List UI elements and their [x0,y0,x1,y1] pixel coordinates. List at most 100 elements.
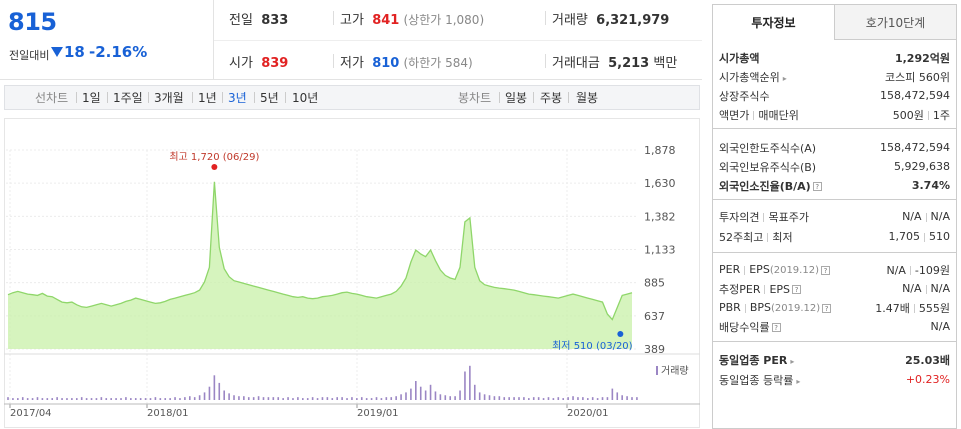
info-row-per: PER EPS(2019.12)? N/A -109원 [719,260,950,279]
divider [744,265,746,275]
volume-bar [469,365,471,400]
volume-bar [85,398,88,400]
volume-bar [380,398,383,400]
volume-bar [532,397,535,400]
volume-bar [429,384,432,400]
period-3y[interactable]: 3년 [228,91,247,105]
volume-bar [449,396,452,400]
info-label: 시가총액 [719,51,760,65]
high-label: 고가 [340,13,364,28]
help-icon[interactable]: ? [792,285,802,294]
info-value: 1.47배 [875,301,910,315]
divider [909,266,911,275]
help-icon[interactable]: ? [771,323,781,332]
volume-bar [110,398,112,400]
volume-bar [626,396,628,400]
info-row-par-value: 액면가 매매단위 500원 1주 [719,105,950,124]
volume-bar [12,398,14,400]
volume-bar [493,396,496,400]
volume-bar [631,397,633,400]
info-value-2: N/A [930,282,950,295]
volume-bar [572,396,574,400]
volume-bar [159,398,162,400]
volume-bar [154,397,157,400]
divider [927,111,929,120]
volume-bar [262,397,265,400]
volume-bar [66,398,68,400]
divider [76,92,77,103]
volume-bar [115,398,117,400]
low-value: 810 [372,56,400,71]
volume-bar [552,398,555,400]
help-icon[interactable]: ? [822,303,832,313]
prev-close-value: 833 [261,13,289,28]
info-label-sub: (2019.12) [771,303,821,314]
divider [568,92,569,103]
chevron-right-icon: ▸ [782,73,787,83]
period-10y[interactable]: 10년 [292,91,319,105]
change-value: 18 [64,43,85,61]
info-row-market-cap: 시가총액 1,292억원 [719,48,950,67]
info-row-cap-rank[interactable]: 시가총액순위 ▸ 코스피 560위 [719,67,950,86]
volume-bar [311,397,314,400]
volume-bar [562,398,565,400]
info-value: 158,472,594 [880,89,950,102]
volume-bar [169,398,171,400]
volume-bar [105,398,108,400]
info-row-foreign-ratio: 외국인소진율(B/A)? 3.74% [719,176,950,195]
divider [192,92,193,103]
price-chart[interactable]: 1,878 1,630 1,382 1,133 885 637 389 2017/04 2018… [4,118,700,429]
info-value: 158,472,594 [880,141,950,154]
volume-bar [321,397,324,400]
info-row-sector-per[interactable]: 동일업종 PER ▸ 25.03배 [719,350,950,369]
volume-bar [410,388,412,400]
amount-label: 거래대금 [552,56,600,71]
down-triangle-icon [51,47,63,57]
low-price: 저가 810 (하한가 584) [340,52,473,71]
volume-bar [528,398,530,400]
volume-bar [483,394,486,400]
high-price: 고가 841 (상한가 1,080) [340,9,484,28]
volume-bar [292,398,294,400]
amount-value: 5,213 [608,56,650,71]
volume-bar [523,397,525,400]
volume-bar [139,398,142,400]
open-value: 839 [261,56,289,71]
info-value: 코스피 560위 [885,70,950,84]
period-1d[interactable]: 1일 [82,91,101,105]
period-5y[interactable]: 5년 [260,91,279,105]
volume-bar [36,397,39,400]
divider [713,341,956,342]
volume-bar [621,395,623,400]
candle-daily[interactable]: 일봉 [505,91,528,105]
help-icon[interactable]: ? [820,265,830,275]
y-tick-label: 1,133 [644,244,676,257]
change-percent: -2.16% [89,43,148,61]
y-tick-label: 1,878 [644,144,676,157]
volume-bar [125,397,127,400]
volume-bar [120,398,122,400]
tab-orderbook[interactable]: 호가10단계 [834,4,957,40]
volume-bar [542,398,545,400]
price-area [8,181,632,349]
divider [285,92,286,103]
volume-bar [616,392,619,400]
info-row-sector-change[interactable]: 동일업종 등락률 ▸ +0.23% [719,370,950,389]
info-row-dividend: 배당수익률? N/A [719,317,950,336]
candle-monthly[interactable]: 월봉 [576,91,599,105]
volume-bar [464,371,466,400]
candle-weekly[interactable]: 주봉 [540,91,563,105]
tab-invest-info[interactable]: 투자정보 [712,4,835,40]
divider [533,92,534,103]
period-1y[interactable]: 1년 [198,91,217,105]
volume-bar [130,398,132,400]
divider [214,40,702,41]
x-tick-label: 2019/01 [357,408,399,419]
info-label: 상장주식수 [719,89,770,103]
period-3m[interactable]: 3개월 [154,91,184,105]
period-1w[interactable]: 1주일 [113,91,143,105]
volume-bar [636,397,638,400]
period-toolbar [4,85,700,110]
help-icon[interactable]: ? [812,182,822,191]
divider [713,128,956,129]
